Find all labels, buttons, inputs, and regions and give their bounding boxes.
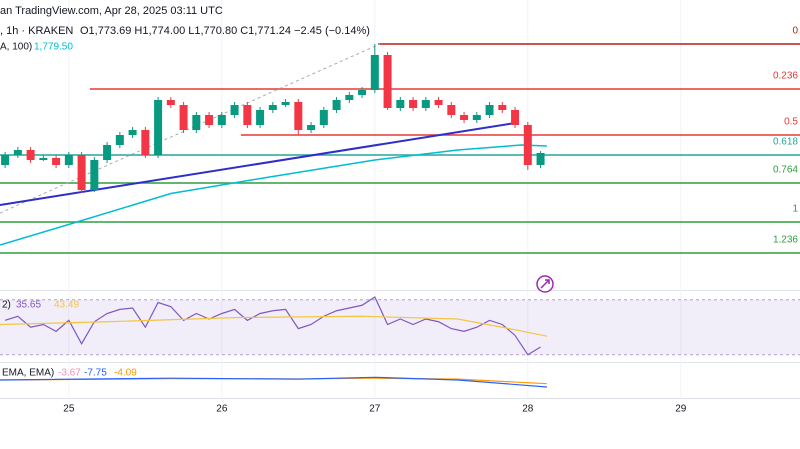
pane-separator bbox=[0, 362, 800, 363]
candle-body bbox=[13, 150, 22, 155]
fib-label: 0 bbox=[792, 26, 798, 37]
candle-body bbox=[396, 100, 405, 108]
candle-body bbox=[77, 155, 86, 190]
candle-body bbox=[192, 115, 201, 130]
candle-body bbox=[230, 105, 239, 115]
rsi-value: 35.65 bbox=[16, 300, 41, 311]
ema-legend: A, 100) bbox=[0, 42, 32, 53]
candle-body bbox=[154, 100, 163, 155]
candle-body bbox=[52, 158, 61, 165]
candle-body bbox=[90, 160, 99, 190]
alert-arrow[interactable] bbox=[540, 279, 550, 289]
candle-body bbox=[358, 90, 367, 95]
fib-label: 0.236 bbox=[773, 71, 798, 82]
candle-body bbox=[268, 105, 277, 110]
candle-body bbox=[345, 95, 354, 100]
fib-label: 0.764 bbox=[773, 165, 798, 176]
macd-signal-value: -4.09 bbox=[114, 368, 137, 379]
candle-body bbox=[128, 130, 137, 135]
candle-body bbox=[421, 100, 430, 108]
fib-label: 1 bbox=[792, 204, 798, 215]
candle-body bbox=[307, 125, 316, 130]
x-tick-label: 27 bbox=[369, 404, 381, 415]
alert-icon[interactable] bbox=[536, 275, 554, 293]
candle-body bbox=[39, 158, 48, 160]
macd-legend: EMA, EMA) bbox=[2, 368, 54, 379]
rsi-ma-line bbox=[0, 315, 548, 337]
candle-body bbox=[217, 115, 226, 125]
x-tick-label: 26 bbox=[216, 404, 228, 415]
candle-body bbox=[536, 153, 545, 165]
candle-body bbox=[205, 115, 214, 125]
axis-separator bbox=[0, 398, 800, 399]
ema-value: 1,779.50 bbox=[34, 42, 73, 53]
candle-body bbox=[472, 115, 481, 120]
candle-body bbox=[460, 115, 469, 120]
candle-body bbox=[141, 130, 150, 155]
candle-body bbox=[447, 105, 456, 115]
candle-body bbox=[103, 145, 112, 160]
candle-body bbox=[434, 100, 443, 105]
fib-label: 0.618 bbox=[773, 137, 798, 148]
candle-body bbox=[383, 55, 392, 108]
candle-body bbox=[498, 105, 507, 110]
candle-body bbox=[115, 135, 124, 145]
macd-hist-value: -3.67 bbox=[58, 368, 81, 379]
candle-body bbox=[64, 155, 73, 165]
candle-body bbox=[179, 105, 188, 130]
macd-line bbox=[0, 376, 547, 388]
x-tick-label: 28 bbox=[522, 404, 534, 415]
trend-line bbox=[0, 122, 516, 206]
candle-body bbox=[319, 110, 328, 125]
candle-body bbox=[294, 102, 303, 130]
header-source: an TradingView.com, Apr 28, 2025 03:11 U… bbox=[0, 5, 223, 17]
candle-body bbox=[1, 155, 10, 165]
candle-body bbox=[166, 100, 175, 105]
macd-value: -7.75 bbox=[84, 368, 107, 379]
rsi-legend: 2) bbox=[2, 300, 11, 311]
candle-body bbox=[281, 102, 290, 105]
rsi-ma-value: 43.49 bbox=[54, 300, 79, 311]
candle-body bbox=[243, 105, 252, 125]
pane-separator bbox=[0, 290, 800, 291]
ema-line bbox=[0, 144, 547, 246]
candle-body bbox=[26, 150, 35, 160]
x-tick-label: 29 bbox=[675, 404, 687, 415]
candle-body bbox=[332, 100, 341, 110]
fib-label: 0.5 bbox=[784, 117, 798, 128]
header-symbol: , 1h · KRAKEN bbox=[0, 25, 73, 37]
fib-label: 1.236 bbox=[773, 235, 798, 246]
candle-body bbox=[409, 100, 418, 108]
header-ohlc: O1,773.69 H1,774.00 L1,770.80 C1,771.24 … bbox=[80, 25, 370, 37]
rsi-band bbox=[0, 299, 800, 355]
x-tick-label: 25 bbox=[63, 404, 75, 415]
candle-body bbox=[256, 110, 265, 125]
candle-body bbox=[523, 125, 532, 165]
candle-body bbox=[511, 110, 520, 125]
candle-body bbox=[485, 105, 494, 115]
candle-body bbox=[370, 55, 379, 90]
